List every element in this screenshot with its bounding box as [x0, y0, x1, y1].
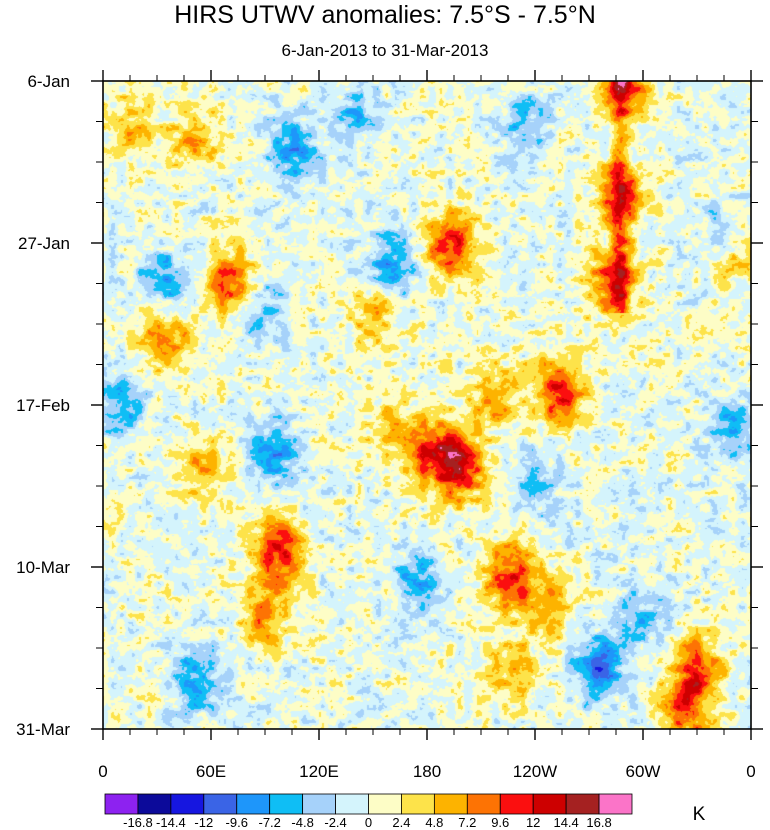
colorbar-swatch — [598, 793, 633, 815]
y-tick-label: 17-Feb — [16, 396, 70, 415]
y-tick-label: 10-Mar — [16, 558, 70, 577]
colorbar-label: -4.8 — [291, 815, 313, 830]
colorbar-label: -14.4 — [156, 815, 186, 830]
colorbar-label: 7.2 — [458, 815, 476, 830]
x-tick-label: 60E — [196, 762, 226, 781]
colorbar-swatch — [302, 793, 336, 815]
colorbar-swatch — [532, 793, 567, 815]
colorbar-swatch — [466, 793, 501, 815]
colorbar-swatch — [137, 793, 172, 815]
colorbar-label: -2.4 — [324, 815, 346, 830]
x-tick-label: 120E — [299, 762, 339, 781]
colorbar-label: 12 — [526, 815, 540, 830]
x-tick-label: 180 — [413, 762, 441, 781]
colorbar-swatch — [433, 793, 468, 815]
colorbar-swatch — [335, 793, 369, 815]
colorbar-swatch — [269, 793, 304, 815]
anomaly-field — [103, 81, 751, 729]
y-axis: 6-Jan 27-Jan 17-Feb 10-Mar 31-Mar — [16, 72, 763, 739]
colorbar-swatch — [401, 793, 435, 815]
colorbar-label: 9.6 — [491, 815, 509, 830]
colorbar-swatch — [170, 793, 205, 815]
colorbar-swatch — [368, 793, 402, 815]
x-tick-label: 0 — [98, 762, 107, 781]
colorbar: -16.8 -14.4 -12 -9.6 -7.2 -4.8 -2.4 0 2.4 4.8 7.2 9… — [104, 793, 706, 830]
colorbar-swatch — [499, 793, 534, 815]
colorbar-label: 14.4 — [553, 815, 578, 830]
y-tick-label: 6-Jan — [27, 72, 70, 91]
colorbar-swatch — [104, 793, 139, 815]
y-tick-label: 31-Mar — [16, 720, 70, 739]
colorbar-label: 16.8 — [586, 815, 611, 830]
x-tick-label: 120W — [513, 762, 557, 781]
colorbar-swatch — [565, 793, 600, 815]
colorbar-unit: K — [693, 804, 706, 825]
colorbar-label: 0 — [365, 815, 372, 830]
colorbar-swatch — [236, 793, 271, 815]
x-tick-label: 60W — [626, 762, 661, 781]
colorbar-label: -7.2 — [258, 815, 280, 830]
colorbar-label: -12 — [194, 815, 213, 830]
x-tick-label: 0 — [746, 762, 755, 781]
x-axis: 0 60E 120E 180 120W 60W 0 — [98, 70, 756, 781]
colorbar-label: -9.6 — [226, 815, 248, 830]
plot-area — [102, 80, 752, 730]
colorbar-label: -16.8 — [123, 815, 153, 830]
chart-title: HIRS UTWV anomalies: 7.5°S - 7.5°N — [174, 1, 596, 29]
chart-subtitle: 6-Jan-2013 to 31-Mar-2013 — [281, 41, 489, 60]
y-tick-label: 27-Jan — [18, 234, 70, 253]
colorbar-swatch — [203, 793, 238, 815]
colorbar-label: 2.4 — [392, 815, 410, 830]
colorbar-label: 4.8 — [425, 815, 443, 830]
